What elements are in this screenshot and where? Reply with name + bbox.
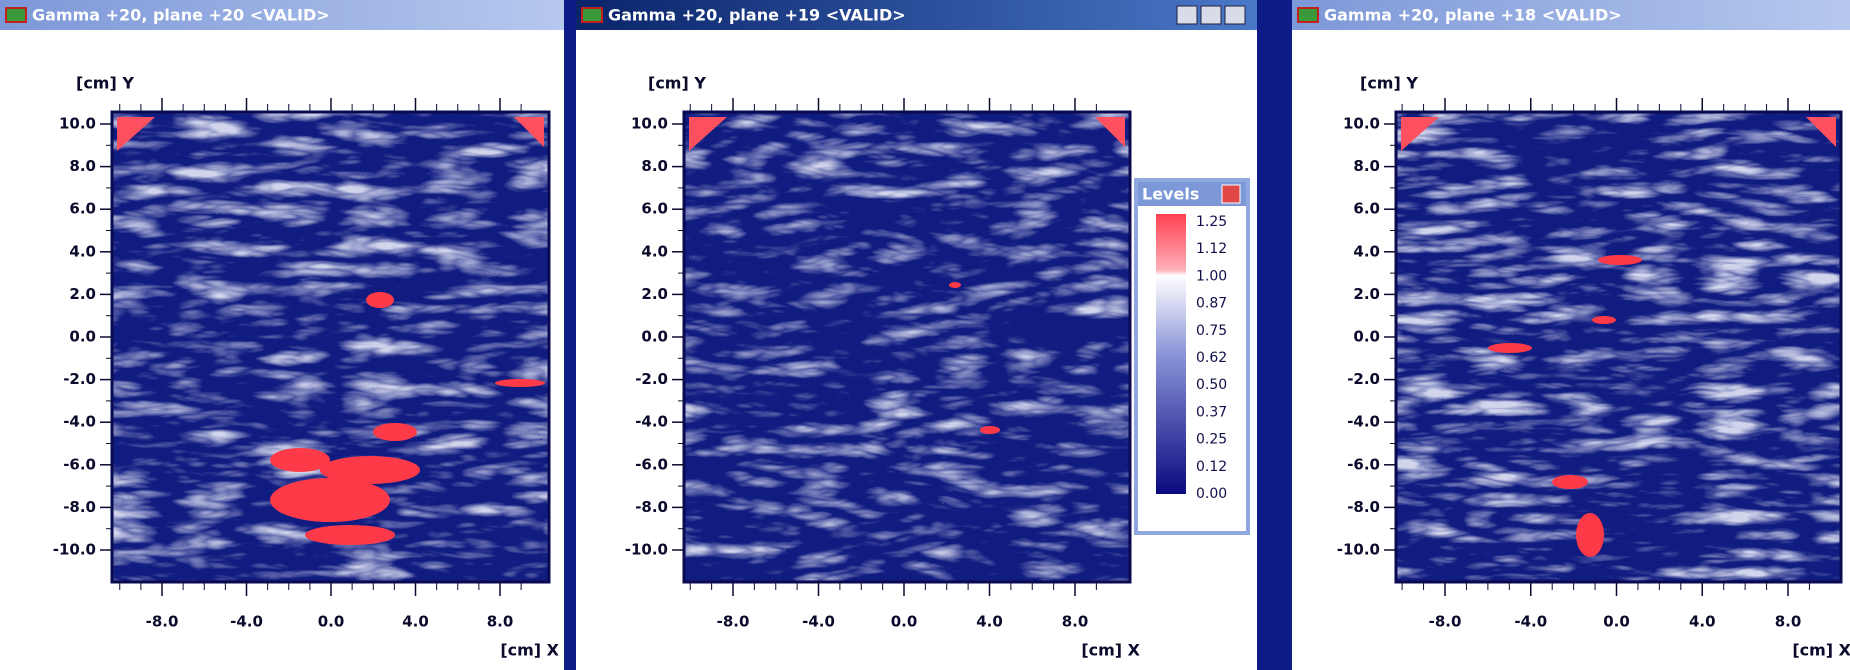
y-tick-label: -4.0 [635,413,668,431]
level-label: 0.00 [1196,486,1227,502]
gamma-fail-region [1598,255,1642,265]
x-tick-label: -4.0 [802,613,835,631]
gamma-map-texture [1396,112,1841,582]
y-tick-label: 6.0 [641,200,668,218]
x-tick-label: 0.0 [318,613,345,631]
gamma-fail-region [495,379,545,387]
y-tick-label: 8.0 [1353,157,1380,175]
gamma-fail-region [305,525,395,545]
y-tick-label: -10.0 [625,541,668,559]
x-axis-label: [cm] X [500,641,559,660]
x-tick-label: 0.0 [891,613,918,631]
window-title: Gamma +20, plane +19 <VALID> [608,6,906,25]
level-label: 0.25 [1196,432,1227,448]
y-tick-label: -2.0 [635,370,668,388]
y-tick-label: 8.0 [69,157,96,175]
y-tick-label: -10.0 [53,541,96,559]
y-tick-label: 6.0 [69,200,96,218]
window-title: Gamma +20, plane +18 <VALID> [1324,6,1622,25]
levels-close[interactable] [1222,185,1240,203]
y-tick-label: 10.0 [59,115,96,133]
level-label: 1.25 [1196,214,1227,230]
x-tick-label: 8.0 [1775,613,1802,631]
y-tick-label: 2.0 [69,285,96,303]
gamma-fail-region [320,456,420,484]
y-tick-label: -6.0 [635,455,668,473]
x-tick-label: 4.0 [402,613,429,631]
level-label: 0.50 [1196,377,1227,393]
gamma-fail-region [270,478,390,522]
level-label: 0.37 [1196,404,1227,420]
y-tick-label: 2.0 [1353,285,1380,303]
y-tick-label: -2.0 [63,370,96,388]
y-tick-label: -4.0 [1347,413,1380,431]
gamma-fail-region [1592,316,1616,324]
gamma-fail-region [1552,475,1588,489]
x-tick-label: -4.0 [1514,613,1547,631]
y-tick-label: 2.0 [641,285,668,303]
level-label: 0.12 [1196,459,1227,475]
x-tick-label: -4.0 [230,613,263,631]
gamma-fail-region [1576,513,1604,557]
y-tick-label: -6.0 [1347,455,1380,473]
x-tick-label: -8.0 [717,613,750,631]
gamma-fail-region [373,423,417,441]
gamma-map-texture [684,112,1130,582]
y-tick-label: 4.0 [641,242,668,260]
y-tick-label: 0.0 [641,328,668,346]
window: Gamma +20, plane +20 <VALID> 10.0 8.0 6.0 4.… [0,0,564,670]
y-tick-label: 10.0 [1343,115,1380,133]
screen: Gamma +20, plane +20 <VALID> 10.0 8.0 6.0 4.… [0,0,1850,670]
x-tick-label: 4.0 [1689,613,1716,631]
y-tick-label: -2.0 [1347,370,1380,388]
window-button[interactable] [1225,6,1245,24]
x-tick-label: 0.0 [1603,613,1630,631]
gamma-fail-region [1488,343,1532,353]
level-label: 1.12 [1196,241,1227,257]
x-tick-label: -8.0 [146,613,179,631]
level-label: 0.62 [1196,350,1227,366]
levels-colorbar [1156,214,1186,494]
level-label: 0.75 [1196,323,1227,339]
levels-title: Levels [1142,185,1199,204]
y-tick-label: 6.0 [1353,200,1380,218]
x-axis-label: [cm] X [1792,641,1850,660]
y-tick-label: 4.0 [1353,242,1380,260]
x-axis-label: [cm] X [1081,641,1140,660]
y-axis-label: [cm] Y [648,74,706,93]
y-tick-label: -8.0 [1347,498,1380,516]
levels-frame [1136,180,1248,533]
window-icon [6,8,26,22]
gamma-fail-region [270,448,330,472]
level-label: 0.87 [1196,296,1227,312]
window: Gamma +20, plane +18 <VALID> 10.0 8.0 6.0 4.… [1292,0,1850,670]
x-tick-label: 4.0 [976,613,1003,631]
x-tick-label: -8.0 [1429,613,1462,631]
window-icon [582,8,602,22]
y-tick-label: 4.0 [69,242,96,260]
y-tick-label: -8.0 [635,498,668,516]
level-label: 1.00 [1196,268,1227,284]
window-button[interactable] [1201,6,1221,24]
x-tick-label: 8.0 [1062,613,1089,631]
y-tick-label: 0.0 [1353,328,1380,346]
y-tick-label: -10.0 [1337,541,1380,559]
page: {"windows": [ {"title": "Gamma +20, plan… [0,0,1850,670]
y-tick-label: -6.0 [63,455,96,473]
gamma-fail-region [366,292,394,308]
gamma-fail-region [980,426,1000,434]
x-tick-label: 8.0 [487,613,514,631]
y-tick-label: 10.0 [631,115,668,133]
y-tick-label: 8.0 [641,157,668,175]
y-tick-label: -4.0 [63,413,96,431]
window-title: Gamma +20, plane +20 <VALID> [32,6,330,25]
y-axis-label: [cm] Y [76,74,134,93]
window-button[interactable] [1177,6,1197,24]
y-axis-label: [cm] Y [1360,74,1418,93]
window-icon [1298,8,1318,22]
gamma-fail-region [949,282,961,288]
y-tick-label: -8.0 [63,498,96,516]
levels-window: Levels 1.25 1.12 1.00 0.87 0.75 0.62 0.50 0.37 0.… [1136,180,1248,533]
y-tick-label: 0.0 [69,328,96,346]
